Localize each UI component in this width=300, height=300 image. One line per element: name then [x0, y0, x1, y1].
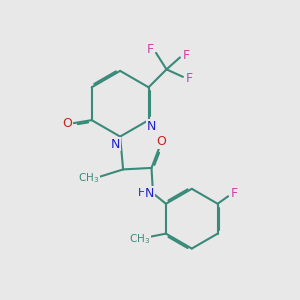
Text: F: F [186, 72, 193, 85]
Text: F: F [183, 49, 190, 62]
Text: O: O [156, 135, 166, 148]
Text: N: N [145, 187, 154, 200]
Text: F: F [231, 188, 238, 200]
Text: N: N [111, 137, 120, 151]
Text: H: H [137, 188, 146, 198]
Text: O: O [62, 117, 72, 130]
Text: CH$_3$: CH$_3$ [129, 232, 150, 246]
Text: CH$_3$: CH$_3$ [78, 172, 99, 185]
Text: N: N [147, 120, 156, 133]
Text: F: F [147, 43, 154, 56]
